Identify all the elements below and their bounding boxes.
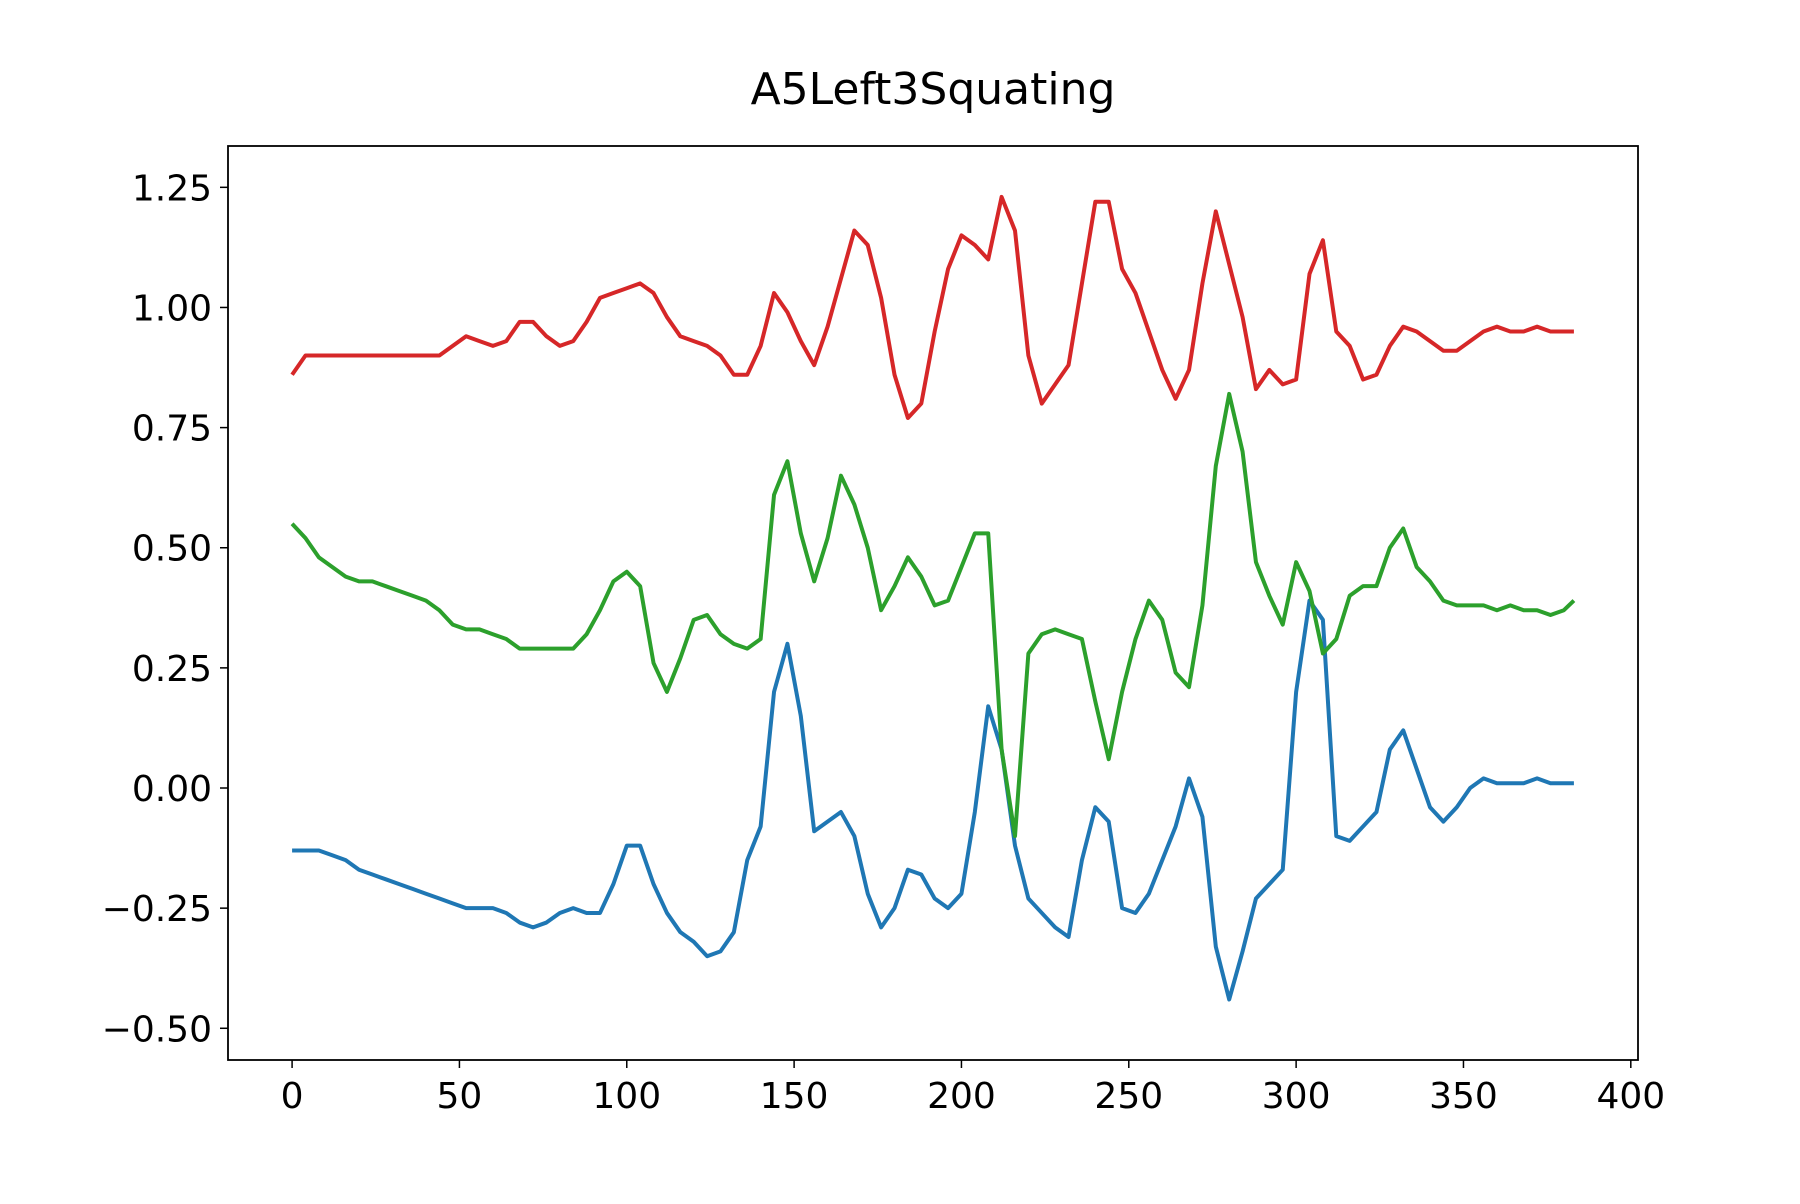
y-tick-label: 1.25	[132, 168, 212, 209]
series-line	[290, 391, 1576, 839]
x-tick-label: 150	[760, 1076, 829, 1117]
x-tick-label: 100	[592, 1076, 661, 1117]
y-tick-label: 0.50	[132, 529, 212, 570]
y-tick-label: −0.25	[102, 889, 212, 930]
x-tick-label: 0	[281, 1076, 304, 1117]
x-tick-label: 250	[1094, 1076, 1163, 1117]
x-tick-label: 300	[1262, 1076, 1331, 1117]
series-line	[292, 598, 1574, 1002]
axes-frame	[227, 145, 1639, 1061]
x-tick-label: 350	[1429, 1076, 1498, 1117]
y-tick-label: 0.75	[132, 409, 212, 450]
chart-title: A5Left3Squating	[751, 64, 1116, 115]
x-tick-label: 50	[437, 1076, 483, 1117]
y-tick-label: 1.00	[132, 288, 212, 329]
y-tick-label: 0.00	[132, 769, 212, 810]
x-tick-label: 400	[1596, 1076, 1665, 1117]
series-line	[290, 194, 1574, 420]
y-tick-label: −0.50	[102, 1009, 212, 1050]
y-tick-label: 0.25	[132, 649, 212, 690]
x-tick-label: 200	[927, 1076, 996, 1117]
